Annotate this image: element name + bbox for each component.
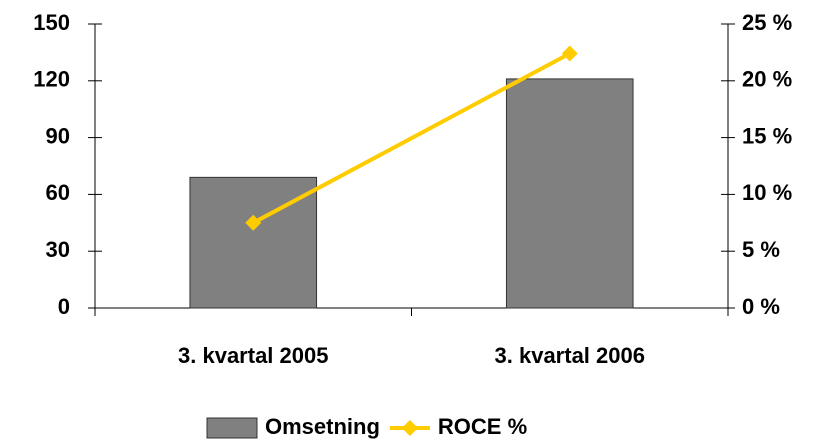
legend-label: Omsetning: [265, 414, 380, 439]
y2-tick-label: 15 %: [742, 123, 792, 148]
x-tick-label: 3. kvartal 2005: [178, 343, 328, 368]
marker: [245, 214, 262, 231]
y2-tick-label: 20 %: [742, 67, 792, 92]
y2-tick-label: 10 %: [742, 180, 792, 205]
bar: [505, 78, 634, 309]
x-tick-label: 3. kvartal 2006: [495, 343, 645, 368]
y-tick-label: 30: [46, 237, 70, 262]
legend-marker: [401, 420, 418, 436]
marker: [561, 45, 578, 62]
legend-swatch: [206, 417, 258, 439]
y2-tick-label: 25 %: [742, 10, 792, 35]
y-tick-label: 60: [46, 180, 70, 205]
y2-tick-label: 5 %: [742, 237, 780, 262]
legend-label: ROCE %: [438, 414, 527, 439]
y-tick-label: 150: [33, 10, 70, 35]
y-tick-label: 120: [33, 67, 70, 92]
y2-tick-label: 0 %: [742, 294, 780, 319]
y-tick-label: 90: [46, 123, 70, 148]
y-tick-label: 0: [58, 294, 70, 319]
line: [252, 51, 571, 225]
